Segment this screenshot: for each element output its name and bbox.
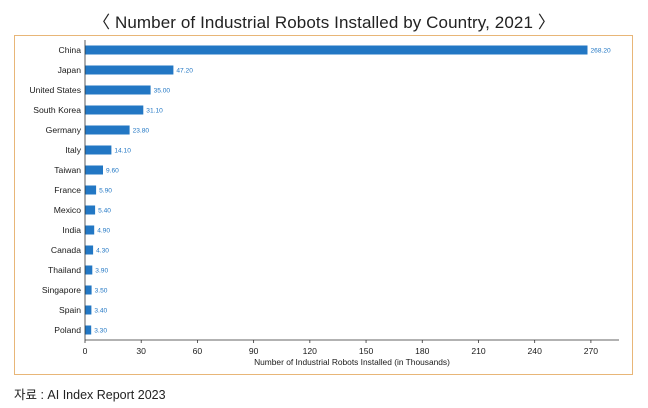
value-label: 9.60 bbox=[106, 168, 119, 175]
value-label: 3.30 bbox=[94, 328, 107, 335]
bar bbox=[85, 225, 95, 235]
x-axis-title: Number of Industrial Robots Installed (i… bbox=[254, 357, 450, 367]
value-label: 14.10 bbox=[114, 148, 131, 155]
value-label: 3.40 bbox=[94, 308, 107, 315]
category-label: Spain bbox=[59, 305, 81, 315]
source-note: 자료 : AI Index Report 2023 bbox=[14, 388, 166, 402]
category-label: India bbox=[62, 225, 81, 235]
x-tick-label: 60 bbox=[193, 346, 203, 356]
bar bbox=[85, 105, 144, 115]
bar bbox=[85, 325, 92, 335]
x-tick-label: 150 bbox=[359, 346, 374, 356]
value-label: 3.90 bbox=[95, 268, 108, 275]
category-label: China bbox=[59, 45, 82, 55]
value-label: 4.90 bbox=[97, 228, 110, 235]
x-tick-label: 180 bbox=[415, 346, 430, 356]
chart-frame: China 268.20 Japan 47.20 United States 35.00 S… bbox=[14, 35, 633, 375]
bar bbox=[85, 305, 92, 315]
category-label: Japan bbox=[58, 65, 82, 75]
bar bbox=[85, 45, 588, 55]
category-label: Canada bbox=[51, 245, 81, 255]
category-label: Taiwan bbox=[54, 165, 81, 175]
value-label: 47.20 bbox=[176, 68, 193, 75]
bar bbox=[85, 205, 96, 215]
category-label: Singapore bbox=[42, 285, 81, 295]
category-label: Poland bbox=[54, 325, 81, 335]
value-label: 4.30 bbox=[96, 248, 109, 255]
category-label: South Korea bbox=[33, 105, 81, 115]
value-label: 35.00 bbox=[154, 88, 171, 95]
value-label: 5.40 bbox=[98, 208, 111, 215]
category-label: United States bbox=[29, 85, 81, 95]
bar bbox=[85, 145, 112, 155]
x-tick-label: 210 bbox=[471, 346, 486, 356]
bar bbox=[85, 85, 151, 95]
value-label: 268.20 bbox=[591, 48, 612, 55]
value-label: 5.90 bbox=[99, 188, 112, 195]
bar-chart: China 268.20 Japan 47.20 United States 35.00 S… bbox=[29, 40, 619, 367]
bar bbox=[85, 185, 97, 195]
x-tick-label: 270 bbox=[584, 346, 599, 356]
bar bbox=[85, 65, 174, 75]
x-tick-label: 240 bbox=[528, 346, 543, 356]
category-label: Germany bbox=[46, 125, 82, 135]
bar bbox=[85, 285, 92, 295]
category-label: Mexico bbox=[54, 205, 81, 215]
category-label: Thailand bbox=[48, 265, 81, 275]
category-label: Italy bbox=[65, 145, 81, 155]
chart-title: 〈 Number of Industrial Robots Installed … bbox=[93, 13, 555, 32]
x-tick-label: 120 bbox=[303, 346, 318, 356]
bar bbox=[85, 165, 103, 175]
category-label: France bbox=[54, 185, 81, 195]
bar bbox=[85, 125, 130, 135]
value-label: 3.50 bbox=[95, 288, 108, 295]
bar bbox=[85, 265, 93, 275]
x-tick-label: 30 bbox=[136, 346, 146, 356]
bar bbox=[85, 245, 94, 255]
value-label: 23.80 bbox=[133, 128, 150, 135]
x-tick-label: 90 bbox=[249, 346, 259, 356]
value-label: 31.10 bbox=[146, 108, 163, 115]
x-tick-label: 0 bbox=[83, 346, 88, 356]
